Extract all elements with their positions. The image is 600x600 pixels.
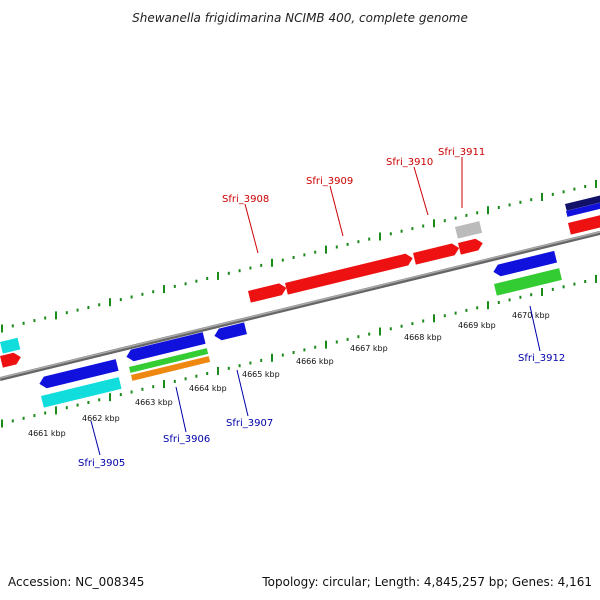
gene-arrow-sfri-3906[interactable]: [125, 332, 206, 363]
gene-arrow-sfri-3908[interactable]: [248, 282, 288, 303]
gene-label-sfri-3908[interactable]: Sfri_3908: [222, 194, 269, 205]
gene-block-navy[interactable]: [565, 194, 600, 211]
tick-label: 4666 kbp: [296, 357, 334, 366]
gene-block-cyan[interactable]: [0, 337, 21, 354]
gene-arrow-sfri-3910[interactable]: [413, 242, 461, 265]
tick-label: 4661 kbp: [28, 429, 66, 438]
gene-label-sfri-3909[interactable]: Sfri_3909: [306, 176, 353, 187]
tick-label: 4668 kbp: [404, 333, 442, 342]
tick-label: 4670 kbp: [512, 311, 550, 320]
gene-label-sfri-3907[interactable]: Sfri_3907: [226, 418, 273, 429]
gene-arrow[interactable]: [0, 351, 22, 368]
tick-label: 4665 kbp: [242, 370, 280, 379]
tick-label: 4662 kbp: [82, 414, 120, 423]
accession-text: Accession: NC_008345: [8, 575, 144, 589]
map-title: Shewanella frigidimarina NCIMB 400, comp…: [132, 11, 468, 25]
gene-label-sfri-3911[interactable]: Sfri_3911: [438, 147, 485, 158]
genome-backbone: [0, 231, 600, 381]
scale-labels: 4661 kbp 4662 kbp 4663 kbp 4664 kbp 4665…: [28, 311, 550, 438]
gene-arrow-sfri-3905[interactable]: [38, 359, 119, 390]
gene-labels: Sfri_3908 Sfri_3909 Sfri_3910 Sfri_3911 …: [78, 147, 565, 469]
gene-block-orange[interactable]: [131, 356, 211, 381]
forward-tick-row: [1, 179, 597, 333]
gene-arrow-sfri-3909[interactable]: [285, 252, 414, 295]
reverse-tick-row: [1, 274, 597, 428]
gene-label-sfri-3906[interactable]: Sfri_3906: [163, 434, 210, 445]
gene-arrows: [0, 194, 600, 408]
tick-label: 4669 kbp: [458, 321, 496, 330]
gene-arrow-sfri-3911[interactable]: [458, 237, 484, 255]
tick-label: 4664 kbp: [189, 384, 227, 393]
gene-block-green[interactable]: [494, 268, 562, 296]
label-leaders: [90, 157, 541, 456]
gene-block-green[interactable]: [129, 348, 209, 373]
gene-block-blue[interactable]: [566, 201, 600, 217]
gene-label-sfri-3910[interactable]: Sfri_3910: [386, 157, 433, 168]
gene-label-sfri-3905[interactable]: Sfri_3905: [78, 458, 125, 469]
gene-arrow-sfri-3907[interactable]: [213, 322, 247, 341]
tick-label: 4663 kbp: [135, 398, 173, 407]
tick-label: 4667 kbp: [350, 344, 388, 353]
gene-block-gray[interactable]: [455, 221, 483, 239]
gene-block-cyan[interactable]: [41, 377, 122, 408]
gene-arrow-sfri-3912[interactable]: [492, 250, 558, 278]
gene-arrow[interactable]: [568, 213, 600, 235]
gene-label-sfri-3912[interactable]: Sfri_3912: [518, 353, 565, 364]
genome-summary-text: Topology: circular; Length: 4,845,257 bp…: [261, 575, 592, 589]
